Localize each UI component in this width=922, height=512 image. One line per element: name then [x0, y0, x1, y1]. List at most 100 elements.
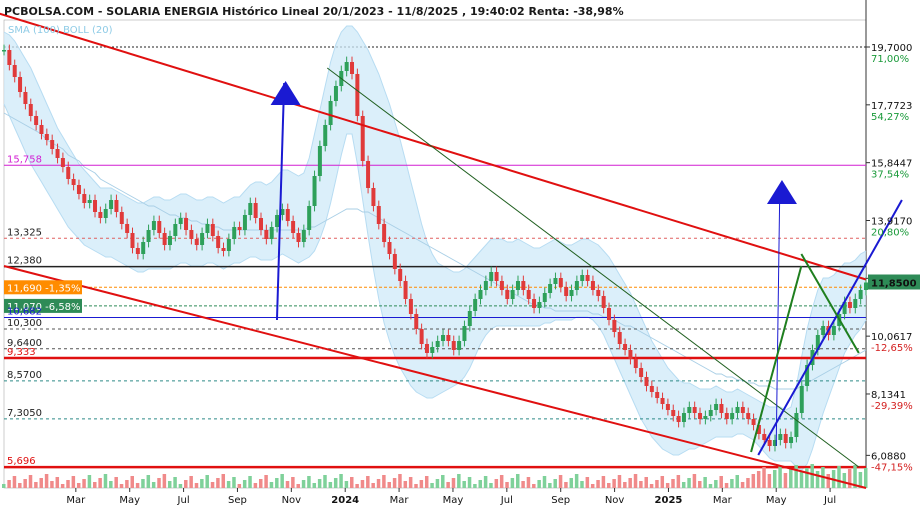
candle-body: [221, 248, 226, 251]
candle-body: [735, 407, 740, 413]
volume-bar: [162, 474, 167, 488]
x-tick-label: 2025: [655, 495, 683, 506]
x-tick-label: May: [443, 495, 464, 506]
volume-bar: [815, 471, 820, 488]
chart-legend: SMA (100) BOLL (20): [8, 25, 113, 36]
y-tick-label: 10,0617: [871, 332, 912, 343]
candle-body: [167, 236, 172, 245]
candle-body: [665, 404, 670, 410]
volume-bar: [130, 476, 134, 488]
volume-bar: [521, 481, 525, 488]
volume-bar: [50, 481, 54, 488]
trendline-darkgreen-thin: [326, 67, 860, 468]
chart-title: PCBOLSA.COM - SOLARIA ENERGIA Histórico …: [4, 5, 624, 18]
candle-body: [7, 50, 12, 65]
volume-bar: [157, 478, 161, 488]
candle-body: [408, 299, 413, 314]
volume-bar: [23, 479, 27, 488]
volume-bar: [478, 480, 483, 488]
level-label: 11,690 -1,35%: [7, 283, 81, 294]
sma100-line: [3, 112, 867, 390]
volume-bar: [392, 478, 397, 488]
candle-body: [767, 440, 772, 446]
volume-bar: [489, 483, 493, 488]
candle-body: [34, 116, 39, 125]
candle-body: [151, 221, 156, 230]
volume-bar: [376, 479, 381, 488]
candle-body: [114, 200, 119, 212]
candle-body: [628, 350, 633, 359]
volume-bar: [735, 475, 740, 488]
candle-body: [280, 209, 285, 215]
volume-bar: [665, 483, 670, 488]
candle-body: [783, 434, 788, 443]
level-label: 7,3050: [7, 408, 42, 419]
candle-body: [553, 278, 558, 284]
volume-bar: [623, 482, 627, 488]
candle-body: [2, 50, 6, 52]
volume-bar: [146, 475, 151, 488]
level-label: 12,380: [7, 256, 42, 267]
x-tick-label: May: [119, 495, 140, 506]
candle-body: [237, 227, 242, 230]
volume-bar: [291, 477, 295, 488]
candle-body: [462, 326, 467, 341]
volume-bar: [681, 482, 686, 488]
x-tick-label: Mar: [390, 495, 410, 506]
volume-bar: [76, 483, 81, 488]
candle-body: [135, 248, 140, 254]
volume-bar: [767, 474, 772, 488]
x-tick-label: Nov: [282, 495, 302, 506]
candle-body: [66, 167, 71, 179]
volume-bar: [612, 479, 616, 488]
volume-bar: [553, 479, 557, 488]
candle-body: [762, 434, 767, 440]
volume-bar: [216, 478, 220, 488]
volume-bar: [644, 477, 648, 488]
volume-bar: [275, 478, 279, 488]
candle-body: [296, 233, 301, 242]
candle-body: [590, 281, 595, 290]
candle-body: [649, 386, 654, 392]
candle-body: [740, 407, 745, 413]
volume-bar: [60, 484, 65, 488]
x-tick-label: Jul: [500, 495, 513, 506]
y-tick-pct: 20,80%: [871, 227, 909, 238]
candle-body: [205, 224, 210, 233]
levels-layer: [4, 164, 866, 469]
x-tick-label: Jul: [177, 495, 190, 506]
candle-body: [291, 221, 296, 233]
candle-body: [671, 410, 676, 416]
candle-body: [494, 272, 499, 281]
trendline-green-steep-2: [800, 253, 860, 354]
volume-bar: [424, 476, 429, 488]
candle-body: [799, 386, 804, 413]
candle-body: [580, 275, 585, 281]
candle-body: [532, 299, 537, 308]
candle-body: [542, 293, 547, 302]
volume-bar: [248, 476, 252, 488]
candle-body: [526, 290, 531, 299]
volume-bar: [708, 484, 713, 488]
volume-bar: [799, 472, 804, 488]
candle-body: [719, 404, 724, 413]
volume-bar: [350, 477, 354, 488]
volume-bar: [462, 481, 466, 488]
candle-body: [269, 227, 274, 239]
candle-body: [210, 224, 215, 236]
volume-bar: [590, 484, 595, 488]
volume-bar: [317, 479, 322, 488]
current-price-label: 11,8500: [871, 279, 917, 290]
volume-bar: [103, 474, 108, 488]
volume-bar: [639, 481, 643, 488]
candle-body: [751, 419, 756, 425]
volume-bar: [730, 479, 734, 488]
volume-bar: [71, 476, 76, 488]
arrow-head-2: [766, 180, 797, 204]
candle-body: [18, 77, 23, 92]
volume-bar: [510, 478, 515, 488]
candle-body: [708, 410, 713, 416]
trendline-blue-steep: [757, 199, 903, 456]
bollinger-lower-line: [3, 103, 867, 471]
